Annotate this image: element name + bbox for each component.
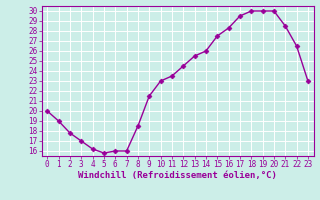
X-axis label: Windchill (Refroidissement éolien,°C): Windchill (Refroidissement éolien,°C) xyxy=(78,171,277,180)
